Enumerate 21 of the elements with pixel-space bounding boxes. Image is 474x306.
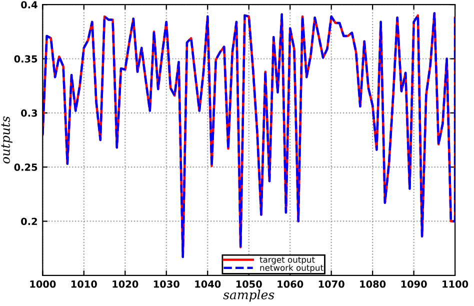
x-tick-label: 1030: [154, 280, 180, 288]
y-tick-label: 0.25: [14, 164, 38, 171]
y-tick-label: 0.3: [21, 109, 38, 117]
y-tick-label: 0.4: [21, 1, 38, 8]
y-axis-title: outputs: [1, 116, 12, 164]
x-tick-label: 1000: [30, 280, 56, 288]
y-tick-label: 0.35: [14, 55, 38, 63]
line-series: [42, 12, 456, 258]
legend-label: network output: [260, 264, 324, 272]
x-tick-label: 1010: [71, 280, 97, 288]
x-tick-label: 1100: [442, 280, 468, 288]
x-tick-label: 1080: [360, 280, 386, 288]
x-tick-label: 1050: [236, 280, 262, 288]
x-tick-label: 1060: [278, 280, 304, 288]
x-tick-label: 1020: [112, 280, 138, 288]
x-tick-label: 1090: [401, 280, 427, 288]
legend-label: target output: [260, 256, 315, 264]
x-tick-label: 1070: [318, 280, 344, 288]
y-tick-label: 0.2: [21, 218, 37, 226]
x-axis-title: samples: [223, 290, 274, 302]
x-tick-label: 1040: [195, 280, 221, 288]
